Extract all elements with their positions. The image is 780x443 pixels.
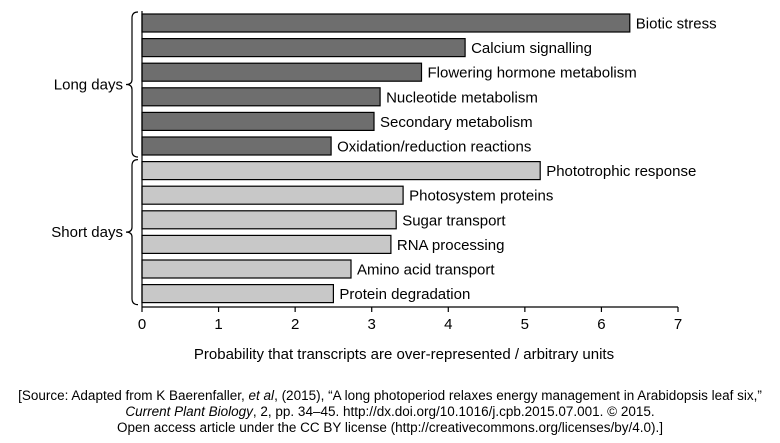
source-line-1-end: , (2015), “A long photoperiod relaxes en…	[274, 388, 762, 403]
source-line-1-start: [Source: Adapted from K Baerenfaller,	[18, 388, 249, 403]
group-braces: Long days Short days	[51, 11, 139, 306]
source-line-2: Current Plant Biology, 2, pp. 34–45. htt…	[0, 404, 780, 420]
bar-label-secondary-metabolism: Secondary metabolism	[380, 114, 533, 131]
bar-flowering-hormone-metabolism	[141, 62, 423, 82]
bar-oxidation-reduction-reactions	[141, 136, 332, 156]
bar-nucleotide-metabolism	[141, 87, 381, 107]
bar-label-protein-degradation: Protein degradation	[339, 286, 470, 303]
bar-label-phototrophic-response: Phototrophic response	[546, 163, 696, 180]
bar-label-calcium-signalling: Calcium signalling	[471, 40, 592, 57]
bar-label-rna-processing: RNA processing	[397, 237, 505, 254]
x-tick-label-4: 4	[444, 316, 452, 333]
bar-rna-processing	[141, 234, 392, 254]
source-line-1: [Source: Adapted from K Baerenfaller, et…	[0, 388, 780, 404]
x-tick-label-5: 5	[521, 316, 529, 333]
source-et-al: et al	[248, 388, 275, 403]
group-label-short-days: Short days	[51, 224, 123, 241]
x-tick-label-6: 6	[597, 316, 605, 333]
x-tick-label-3: 3	[368, 316, 376, 333]
bar-label-oxidation-reduction-reactions: Oxidation/reduction reactions	[337, 139, 531, 156]
bar-secondary-metabolism	[141, 111, 375, 132]
source-line-2-end: , 2, pp. 34–45. http://dx.doi.org/10.101…	[252, 404, 655, 419]
x-tick-label-2: 2	[291, 316, 299, 333]
bar-biotic-stress	[141, 13, 631, 33]
x-tick-label-1: 1	[214, 316, 222, 333]
x-axis-label: Probability that transcripts are over-re…	[194, 346, 614, 363]
bar-label-nucleotide-metabolism: Nucleotide metabolism	[386, 89, 538, 106]
brace-short-days	[125, 159, 139, 306]
x-tick-label-0: 0	[138, 316, 146, 333]
bar-phototrophic-response	[141, 161, 541, 181]
x-tick-label-7: 7	[674, 316, 682, 333]
bar-label-photosystem-proteins: Photosystem proteins	[409, 188, 553, 205]
bar-chart: Biotic stress Calcium signalling Flowering…	[51, 11, 717, 363]
bars-layer	[141, 13, 631, 304]
bar-protein-degradation	[141, 284, 334, 304]
bar-sugar-transport	[141, 210, 397, 230]
bar-label-biotic-stress: Biotic stress	[636, 16, 717, 33]
group-label-long-days: Long days	[54, 77, 123, 94]
source-journal: Current Plant Biology	[125, 404, 253, 419]
bar-amino-acid-transport	[141, 259, 352, 279]
bar-calcium-signalling	[141, 37, 466, 58]
bar-labels-layer: Biotic stress Calcium signalling Flowering…	[337, 16, 717, 304]
bar-photosystem-proteins	[141, 185, 404, 205]
brace-long-days	[125, 11, 139, 158]
source-line-3: Open access article under the CC BY lice…	[117, 420, 663, 435]
bar-label-flowering-hormone-metabolism: Flowering hormone metabolism	[428, 65, 637, 82]
x-axis: 0 1 2 3 4 5 6 7	[138, 11, 682, 333]
bar-label-sugar-transport: Sugar transport	[402, 212, 506, 229]
bar-label-amino-acid-transport: Amino acid transport	[357, 262, 495, 279]
